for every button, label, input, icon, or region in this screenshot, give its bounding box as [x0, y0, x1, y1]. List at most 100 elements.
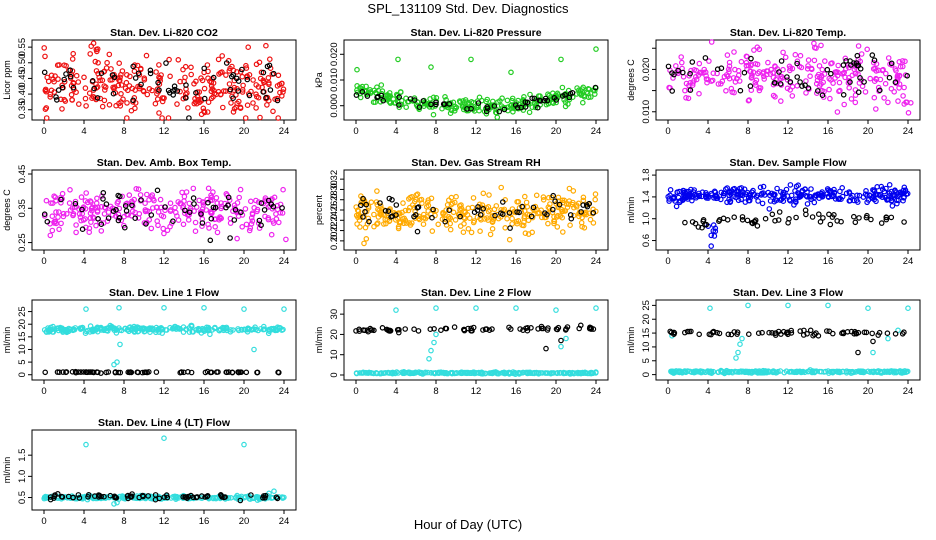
data-point [718, 368, 724, 375]
data-point [79, 226, 86, 233]
data-point [166, 56, 172, 63]
data-point [53, 94, 59, 100]
data-point [850, 213, 857, 220]
x-axis-label: Hour of Day (UTC) [413, 517, 523, 532]
data-point [360, 214, 366, 220]
data-point [512, 102, 519, 108]
y-tick-label: 0 [641, 372, 652, 377]
data-point [138, 81, 144, 88]
data-point [672, 198, 678, 204]
data-point [241, 306, 247, 312]
panel-title: Stan. Dev. Sample Flow [729, 157, 847, 169]
data-point [43, 88, 49, 95]
data-point [387, 93, 394, 99]
data-point [433, 305, 439, 311]
data-point [504, 97, 511, 104]
data-point [567, 222, 573, 229]
data-point [574, 85, 580, 91]
data-point [273, 216, 280, 222]
data-point [696, 331, 703, 338]
data-point [870, 338, 876, 345]
data-point [829, 214, 836, 220]
data-point [739, 335, 745, 342]
data-point [380, 97, 387, 104]
data-point [726, 63, 733, 69]
data-point [489, 370, 496, 377]
data-point [863, 214, 870, 221]
data-point [566, 94, 573, 101]
data-point [892, 79, 899, 86]
data-point [503, 370, 510, 376]
data-point [854, 62, 860, 69]
data-point [106, 102, 113, 108]
data-point [43, 197, 50, 204]
data-point [740, 192, 746, 198]
data-point [407, 222, 414, 228]
data-point [857, 75, 863, 81]
data-point [442, 218, 449, 225]
data-point [818, 42, 824, 49]
data-point [788, 368, 795, 375]
data-point [139, 492, 146, 499]
data-point [811, 40, 817, 47]
data-point [733, 355, 739, 361]
data-point [453, 193, 459, 200]
data-point [586, 86, 593, 93]
data-point [119, 493, 126, 499]
data-point [63, 71, 69, 77]
data-point [449, 200, 456, 207]
data-point [159, 115, 165, 121]
data-point [207, 237, 214, 244]
data-point [138, 325, 145, 332]
data-point [702, 222, 708, 228]
data-point [363, 236, 370, 242]
data-point [210, 189, 216, 195]
data-point [41, 69, 48, 76]
data-point [682, 87, 688, 94]
data-point [362, 224, 369, 231]
data-point [63, 369, 69, 376]
data-point [265, 97, 272, 104]
data-point [848, 96, 855, 102]
x-tick-label: 12 [159, 256, 170, 267]
data-point [122, 203, 129, 209]
data-point [752, 217, 759, 224]
plot-frame [655, 169, 921, 251]
data-point [275, 115, 282, 121]
data-point [373, 370, 380, 377]
x-tick-label: 0 [41, 516, 46, 527]
data-point [218, 200, 224, 206]
data-point [86, 369, 92, 375]
data-point [72, 200, 79, 207]
data-point [239, 73, 246, 80]
data-point [104, 218, 111, 224]
data-point [680, 187, 687, 194]
data-point [73, 229, 79, 236]
data-point [91, 85, 98, 92]
data-point [164, 494, 171, 501]
data-point [792, 188, 798, 194]
data-point [571, 204, 577, 211]
data-point [185, 217, 192, 223]
data-point [793, 214, 799, 221]
y-tick-label: 25 [641, 300, 652, 311]
data-point [393, 202, 400, 208]
data-point [229, 73, 235, 80]
figure-title: SPL_131109 Std. Dev. Diagnostics [367, 1, 569, 16]
data-point [855, 349, 861, 356]
data-point [226, 197, 233, 204]
data-point [730, 186, 737, 193]
data-point [885, 55, 892, 61]
data-point [122, 85, 129, 92]
data-point [257, 114, 263, 121]
data-point [554, 224, 561, 230]
data-point [270, 108, 276, 115]
data-point [364, 327, 371, 334]
data-point [180, 221, 187, 228]
data-point [123, 79, 130, 86]
data-point [883, 214, 890, 221]
data-point [277, 210, 284, 216]
data-point [501, 106, 508, 113]
data-point [193, 204, 200, 210]
data-point [794, 60, 800, 67]
